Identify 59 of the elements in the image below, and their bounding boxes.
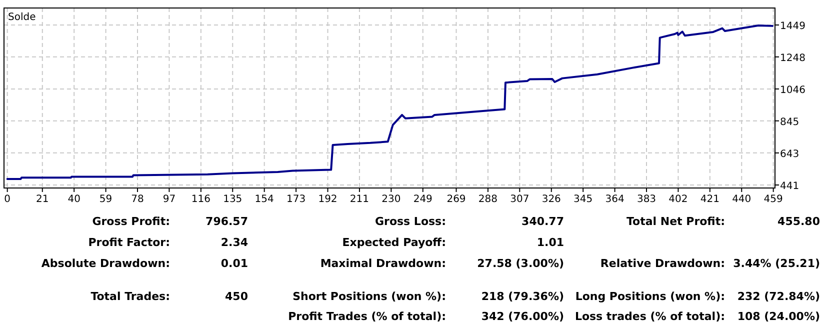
- x-tick-label: 230: [382, 194, 401, 205]
- x-tick-label: 78: [131, 194, 144, 205]
- line-series: [6, 24, 774, 180]
- text: Absolute Drawdown:: [41, 257, 170, 270]
- y-tick-label: 1248: [780, 52, 806, 64]
- x-tick-label: 440: [732, 194, 752, 205]
- x-tick-label: 459: [764, 194, 783, 205]
- x-tick-label: 211: [350, 194, 370, 205]
- x-tick-label: 421: [700, 194, 720, 205]
- y-tick-label: 1046: [780, 84, 806, 96]
- x-tick-label: 59: [99, 194, 112, 205]
- x-tick-label: 326: [542, 194, 561, 205]
- text: 450: [225, 290, 248, 303]
- y-tick-label: 845: [780, 116, 800, 128]
- x-tick-label: 249: [413, 194, 432, 205]
- x-tick-label: 307: [510, 194, 530, 205]
- x-tick-label: 40: [68, 194, 80, 205]
- text: Short Positions (won %):: [292, 290, 446, 303]
- text: 108 (24.00%): [737, 310, 820, 323]
- x-tick-label: 288: [478, 194, 498, 205]
- text: 232 (72.84%): [737, 290, 820, 303]
- x-tick-label: 97: [162, 194, 176, 205]
- text: Gross Loss:: [375, 215, 446, 228]
- x-tick-label: 192: [318, 194, 338, 205]
- y-tick-label: 1449: [780, 20, 806, 32]
- text: Profit Factor:: [88, 236, 170, 249]
- text: Expected Payoff:: [342, 236, 446, 249]
- text: 796.57: [206, 215, 248, 228]
- text: Total Net Profit:: [626, 215, 725, 228]
- text: 218 (79.36%): [481, 290, 564, 303]
- y-tick-label: 441: [780, 180, 800, 192]
- x-tick-label: 364: [605, 194, 624, 205]
- x-tick-label: 21: [36, 194, 49, 205]
- text: 0.01: [220, 257, 248, 270]
- text: Maximal Drawdown:: [320, 257, 446, 270]
- text: Gross Profit:: [92, 215, 170, 228]
- x-tick-label: 135: [223, 194, 242, 205]
- text: 2.34: [220, 236, 248, 249]
- text: Total Trades:: [90, 290, 170, 303]
- x-tick-label: 116: [191, 194, 210, 205]
- x-tick-label: 383: [636, 194, 656, 205]
- text: Loss trades (% of total):: [574, 310, 725, 323]
- text: 342 (76.00%): [481, 310, 564, 323]
- y-tick-label: 643: [780, 148, 800, 160]
- text: 27.58 (3.00%): [477, 257, 564, 270]
- text: 3.44% (25.21): [733, 257, 820, 270]
- x-tick-label: 345: [574, 194, 593, 205]
- x-tick-label: 154: [254, 194, 274, 205]
- text: Relative Drawdown:: [600, 257, 725, 270]
- x-tick-label: 269: [446, 194, 466, 205]
- text: Solde: [8, 12, 36, 23]
- text: 1.01: [536, 236, 564, 249]
- x-tick-label: 402: [668, 194, 688, 205]
- x-tick-label: 0: [4, 194, 11, 205]
- text: 340.77: [522, 215, 564, 228]
- text: Long Positions (won %):: [575, 290, 725, 303]
- x-tick-label: 173: [286, 194, 306, 205]
- text: 455.80: [778, 215, 820, 228]
- text: Profit Trades (% of total):: [288, 310, 446, 323]
